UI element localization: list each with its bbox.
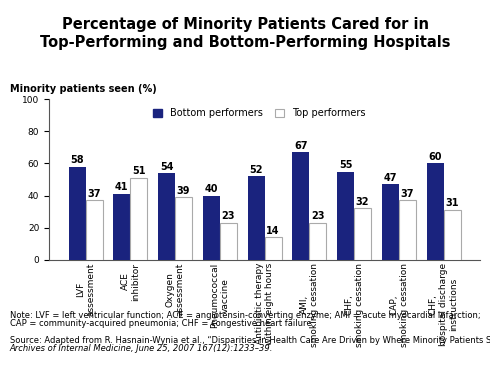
Text: Archives of Internal Medicine, June 25, 2007 167(12):1233–39.: Archives of Internal Medicine, June 25, … [10,344,273,353]
Text: 14: 14 [267,226,280,236]
Bar [399,201,416,260]
Text: 52: 52 [249,165,263,175]
Text: 39: 39 [177,186,190,196]
Text: 55: 55 [339,160,352,170]
Text: Source: Adapted from R. Hasnain-Wynia et al., “Disparities in Health Care Are Dr: Source: Adapted from R. Hasnain-Wynia et… [10,336,490,345]
Text: 41: 41 [115,182,128,193]
Text: 58: 58 [70,155,84,165]
Text: 23: 23 [221,211,235,221]
Text: Note: LVF = left ventricular function; ACE = angiotensin-converting enzyme; AMI : Note: LVF = left ventricular function; A… [10,311,480,320]
Text: CAP = community-acquired pneumonia; CHF = congestive heart failure: CAP = community-acquired pneumonia; CHF … [10,319,312,328]
Text: 54: 54 [160,162,173,172]
Bar [427,163,443,260]
Bar [293,152,309,260]
Text: Percentage of Minority Patients Cared for in
Top-Performing and Bottom-Performin: Percentage of Minority Patients Cared fo… [40,17,450,50]
Bar [354,209,371,260]
Text: 67: 67 [294,141,308,151]
Bar [69,167,86,260]
Bar [130,178,147,260]
Text: 51: 51 [132,166,146,176]
Bar [337,172,354,260]
Text: 37: 37 [401,189,414,199]
Text: 23: 23 [311,211,324,221]
Text: 60: 60 [428,152,442,162]
Bar [247,176,265,260]
Text: 47: 47 [384,173,397,183]
Bar [382,185,399,260]
Bar [220,223,237,260]
Text: 40: 40 [205,184,218,194]
Bar [113,194,130,260]
Text: 31: 31 [445,198,459,209]
Bar [309,223,326,260]
Bar [443,210,461,260]
Text: Minority patients seen (%): Minority patients seen (%) [10,84,156,94]
Bar [203,196,220,260]
Bar [158,173,175,260]
Legend: Bottom performers, Top performers: Bottom performers, Top performers [149,104,369,122]
Bar [86,201,102,260]
Bar [265,237,282,260]
Text: 32: 32 [356,197,369,207]
Bar [175,197,192,260]
Text: 37: 37 [87,189,101,199]
